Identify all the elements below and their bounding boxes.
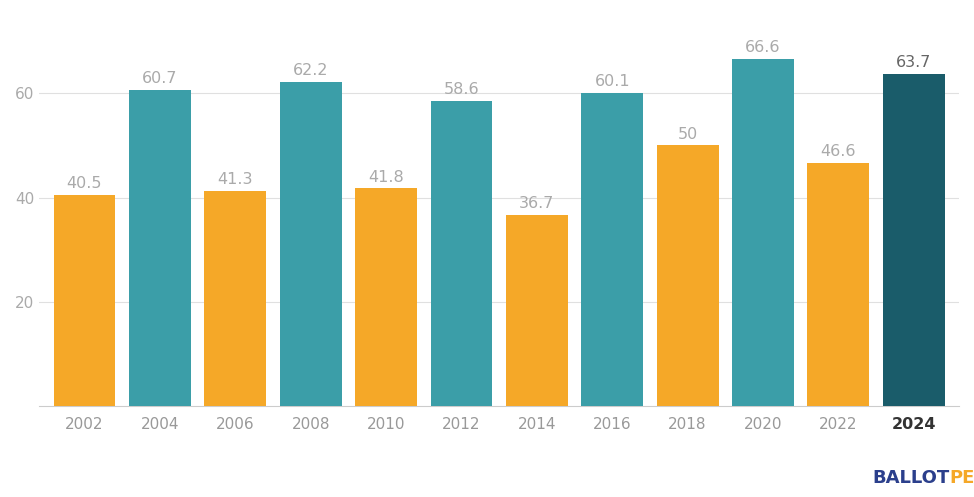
Bar (356, 188, 417, 406)
Text: 63.7: 63.7 (896, 55, 931, 70)
Text: 62.2: 62.2 (293, 63, 328, 78)
Text: 46.6: 46.6 (821, 145, 856, 160)
Bar (807, 163, 869, 406)
Bar (54, 195, 115, 406)
Text: 60.7: 60.7 (142, 71, 177, 86)
Text: 41.3: 41.3 (217, 172, 253, 187)
Text: 36.7: 36.7 (519, 196, 554, 211)
Bar (205, 191, 266, 406)
Bar (431, 100, 492, 406)
Bar (280, 82, 342, 406)
Bar (129, 89, 191, 406)
Text: 50: 50 (678, 127, 697, 142)
Text: 66.6: 66.6 (745, 40, 781, 55)
Bar (882, 74, 945, 406)
Text: 41.8: 41.8 (368, 169, 404, 184)
Text: BALLOT: BALLOT (873, 469, 950, 487)
Bar (732, 59, 794, 406)
Text: 60.1: 60.1 (594, 74, 630, 89)
Text: 40.5: 40.5 (67, 176, 102, 191)
Bar (506, 215, 568, 406)
Text: 58.6: 58.6 (443, 82, 479, 97)
Bar (581, 93, 643, 406)
Bar (656, 146, 719, 406)
Text: PEDIA: PEDIA (950, 469, 974, 487)
